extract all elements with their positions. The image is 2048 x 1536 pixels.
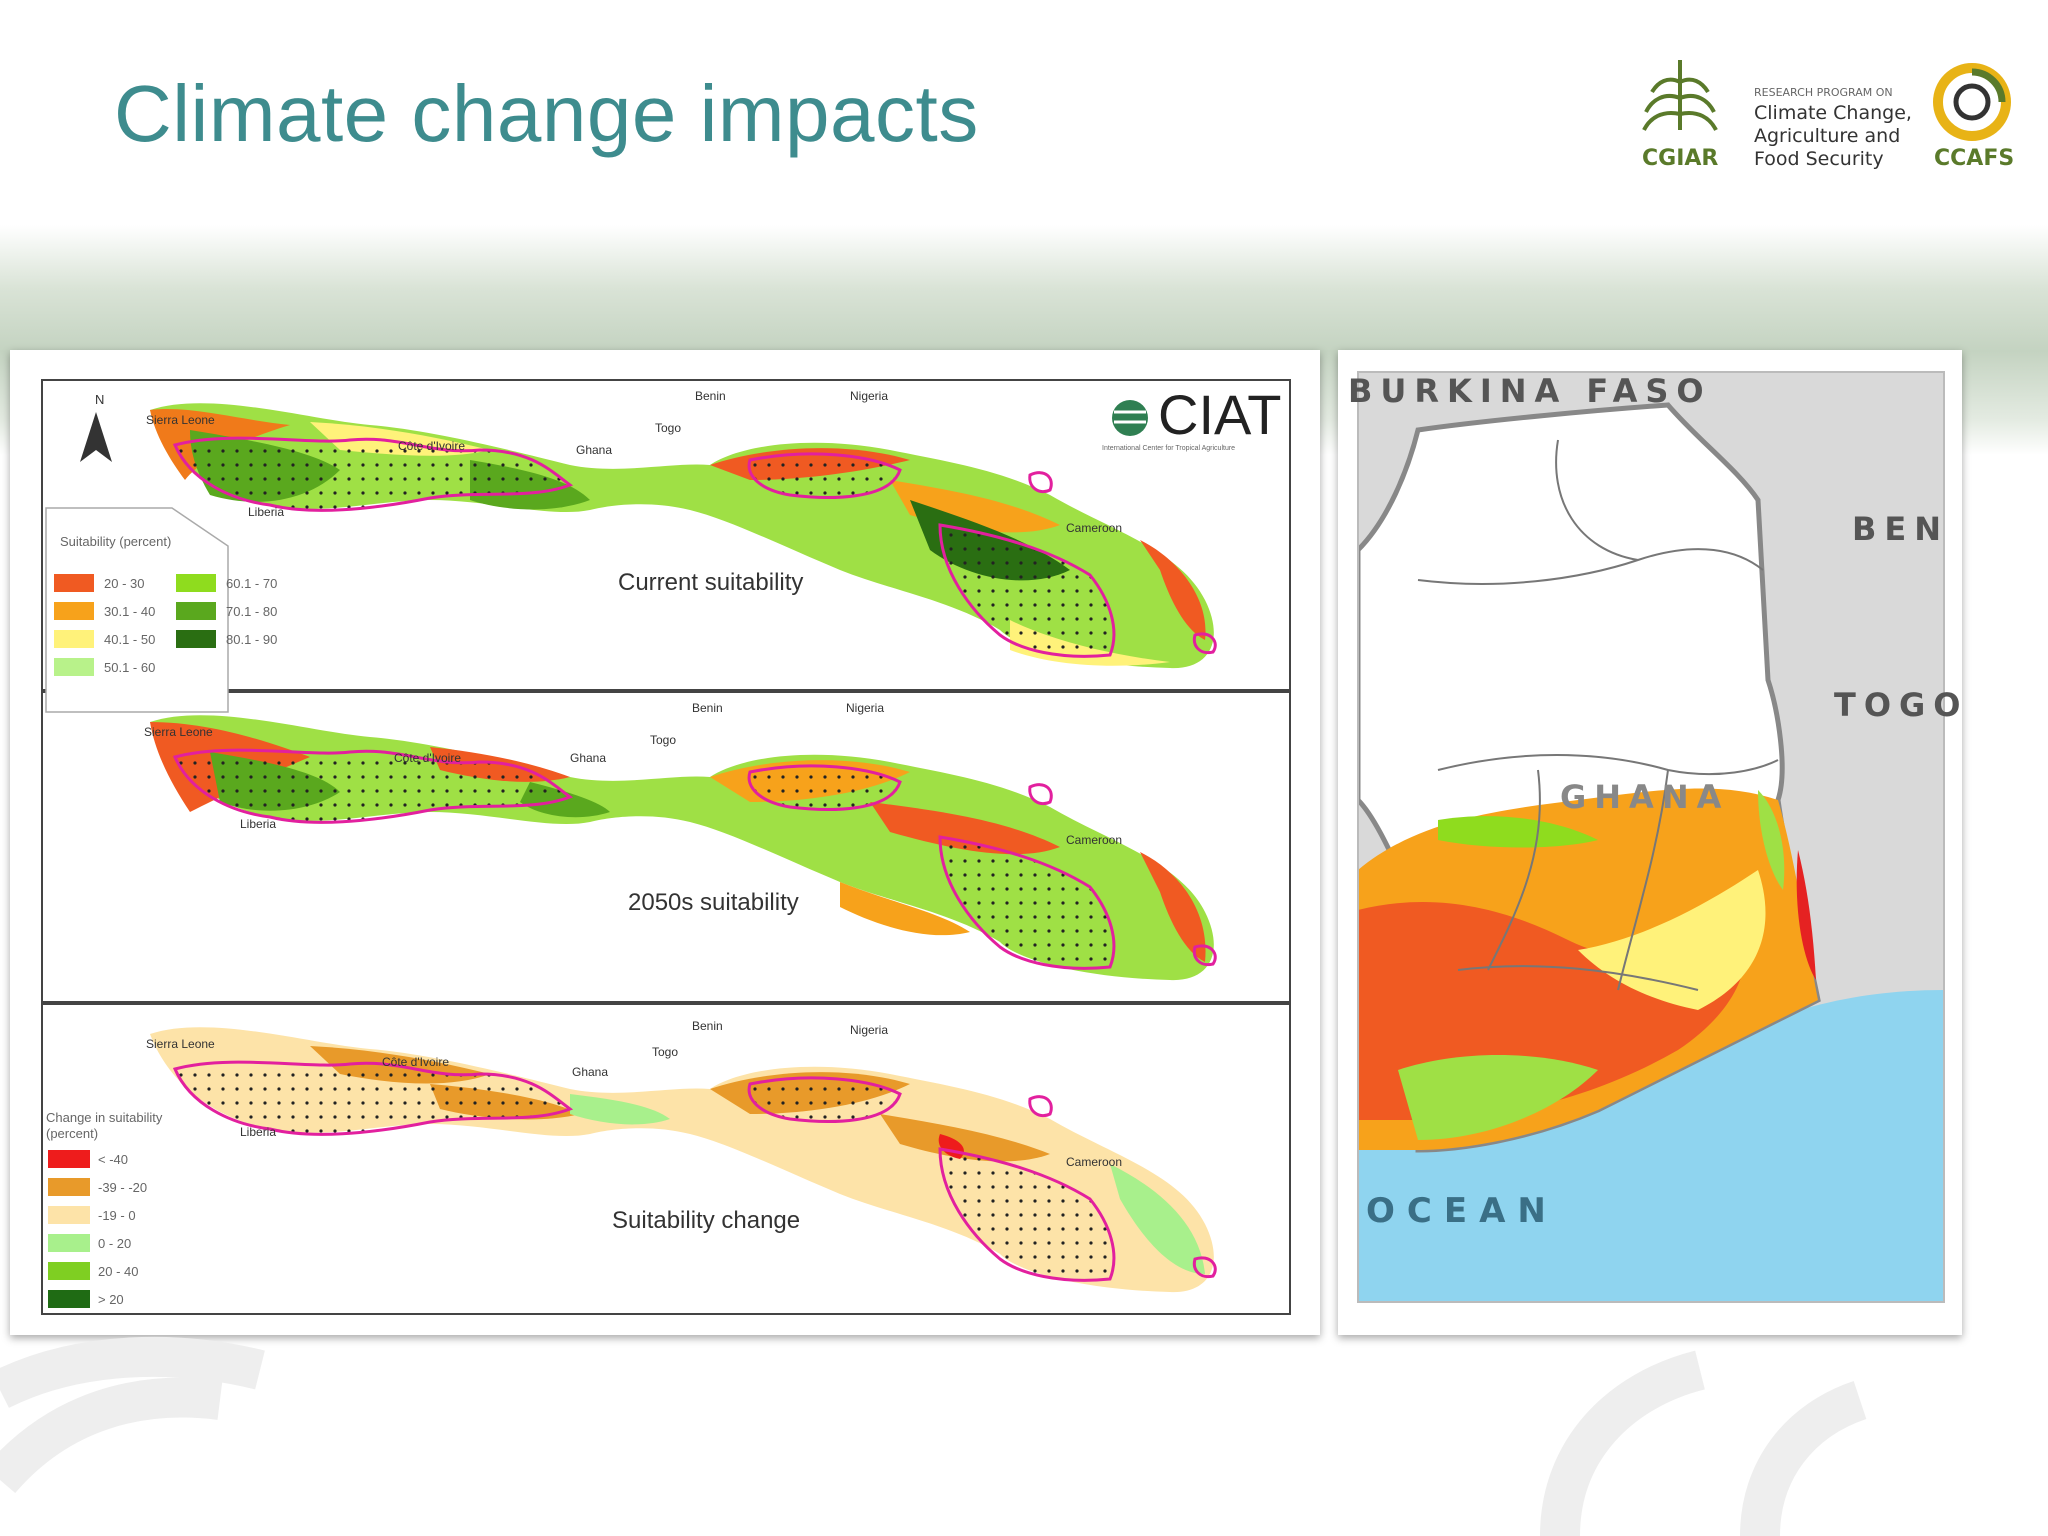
label-ocean: OCEAN <box>1366 1191 1558 1231</box>
label-benin: BEN <box>1852 510 1949 548</box>
ccafs-logo-icon <box>1933 63 2011 141</box>
suitability-legend-title: Suitability (percent) <box>60 534 171 549</box>
swatch-20-40 <box>48 1262 90 1280</box>
legend-80-90: 80.1 - 90 <box>226 632 277 647</box>
ghana-map-svg: BURKINA FASO BEN TOGO GHANA OCEAN <box>1348 371 1962 1303</box>
north-arrow-icon <box>80 412 112 462</box>
swatch-19-0 <box>48 1206 90 1224</box>
change-legend-title-1: Change in suitability <box>46 1110 163 1125</box>
label-togo-1: Togo <box>655 421 681 435</box>
ciat-logo: CIAT International Center for Tropical A… <box>1102 383 1281 452</box>
caption-2050s: 2050s suitability <box>628 889 799 916</box>
label-sierra-leone-1: Sierra Leone <box>146 413 215 427</box>
label-cote-divoire-2: Côte d'Ivoire <box>394 751 461 765</box>
map-2050s-suitability <box>150 715 1217 981</box>
label-benin-1: Benin <box>695 389 726 403</box>
legend-30-40: 30.1 - 40 <box>104 604 155 619</box>
ocean-area <box>1358 990 1944 1302</box>
label-cote-divoire-3: Côte d'Ivoire <box>382 1055 449 1069</box>
cgiar-text: CGIAR <box>1642 146 1719 171</box>
legend-60-70: 60.1 - 70 <box>226 576 277 591</box>
program-line-3: Agriculture and <box>1754 125 1901 147</box>
legend-70-80: 70.1 - 80 <box>226 604 277 619</box>
label-nigeria-1: Nigeria <box>850 389 888 403</box>
ccafs-text: CCAFS <box>1934 146 2015 171</box>
west-africa-map-figure: N CIAT International Center for Tropical… <box>10 350 1320 1335</box>
change-legend: Change in suitability (percent) < -40 -3… <box>46 1110 163 1308</box>
label-sierra-leone-3: Sierra Leone <box>146 1037 215 1051</box>
label-liberia-3: Liberia <box>240 1125 276 1139</box>
label-cameroon-1: Cameroon <box>1066 521 1122 535</box>
label-ghana-2: Ghana <box>570 751 606 765</box>
swatch-0-20 <box>48 1234 90 1252</box>
north-label: N <box>95 392 104 407</box>
cgiar-logo-icon <box>1642 60 1718 131</box>
legend-0-20: 0 - 20 <box>98 1236 131 1251</box>
label-nigeria-3: Nigeria <box>850 1023 888 1037</box>
legend-20-40: 20 - 40 <box>98 1264 138 1279</box>
swatch-30-40 <box>54 602 94 620</box>
label-burkina-faso: BURKINA FASO <box>1348 372 1712 410</box>
suitability-legend: Suitability (percent) 20 - 30 30.1 - 40 … <box>45 507 277 713</box>
caption-current: Current suitability <box>618 569 803 596</box>
label-ghana-1: Ghana <box>576 443 612 457</box>
program-line-2: Climate Change, <box>1754 102 1912 124</box>
slide-title: Climate change impacts <box>114 69 979 158</box>
swatch-gt-20 <box>48 1290 90 1308</box>
swatch-60-70 <box>176 574 216 592</box>
swatch-39-20 <box>48 1178 90 1196</box>
label-togo: TOGO <box>1834 686 1962 724</box>
label-benin-2: Benin <box>692 701 723 715</box>
swatch-lt-40 <box>48 1150 90 1168</box>
map-suitability-change <box>150 1027 1217 1293</box>
program-line-1: RESEARCH PROGRAM ON <box>1754 86 1893 99</box>
legend-gt-20: > 20 <box>98 1292 124 1307</box>
swatch-50-60 <box>54 658 94 676</box>
label-togo-2: Togo <box>650 733 676 747</box>
label-liberia-2: Liberia <box>240 817 276 831</box>
label-ghana-3: Ghana <box>572 1065 608 1079</box>
program-line-4: Food Security <box>1754 148 1884 170</box>
legend-39-20: -39 - -20 <box>98 1180 147 1195</box>
region-boundaries <box>1417 439 1779 991</box>
legend-40-50: 40.1 - 50 <box>104 632 155 647</box>
label-nigeria-2: Nigeria <box>846 701 884 715</box>
caption-change: Suitability change <box>612 1207 800 1234</box>
label-liberia-1: Liberia <box>248 505 284 519</box>
logo-block: CGIAR RESEARCH PROGRAM ON Climate Change… <box>1628 52 2028 182</box>
map-current-suitability <box>150 403 1217 669</box>
ciat-logo-text: CIAT <box>1158 383 1281 446</box>
legend-20-30: 20 - 30 <box>104 576 144 591</box>
label-cameroon-2: Cameroon <box>1066 833 1122 847</box>
ghana-map-figure: BURKINA FASO BEN TOGO GHANA OCEAN <box>1338 350 1962 1335</box>
legend-lt-40: < -40 <box>98 1152 128 1167</box>
ciat-globe-icon <box>1112 400 1148 436</box>
swatch-40-50 <box>54 630 94 648</box>
change-legend-title-2: (percent) <box>46 1126 98 1141</box>
label-benin-3: Benin <box>692 1019 723 1033</box>
label-cameroon-3: Cameroon <box>1066 1155 1122 1169</box>
background-watermark <box>0 1336 1867 1536</box>
legend-50-60: 50.1 - 60 <box>104 660 155 675</box>
swatch-80-90 <box>176 630 216 648</box>
label-togo-3: Togo <box>652 1045 678 1059</box>
ciat-tagline: International Center for Tropical Agricu… <box>1102 445 1235 452</box>
swatch-20-30 <box>54 574 94 592</box>
label-ghana: GHANA <box>1560 778 1729 816</box>
swatch-70-80 <box>176 602 216 620</box>
legend-19-0: -19 - 0 <box>98 1208 136 1223</box>
label-cote-divoire-1: Côte d'Ivoire <box>398 439 465 453</box>
west-africa-maps-svg: N CIAT International Center for Tropical… <box>41 379 1291 1315</box>
label-sierra-leone-2: Sierra Leone <box>144 725 213 739</box>
